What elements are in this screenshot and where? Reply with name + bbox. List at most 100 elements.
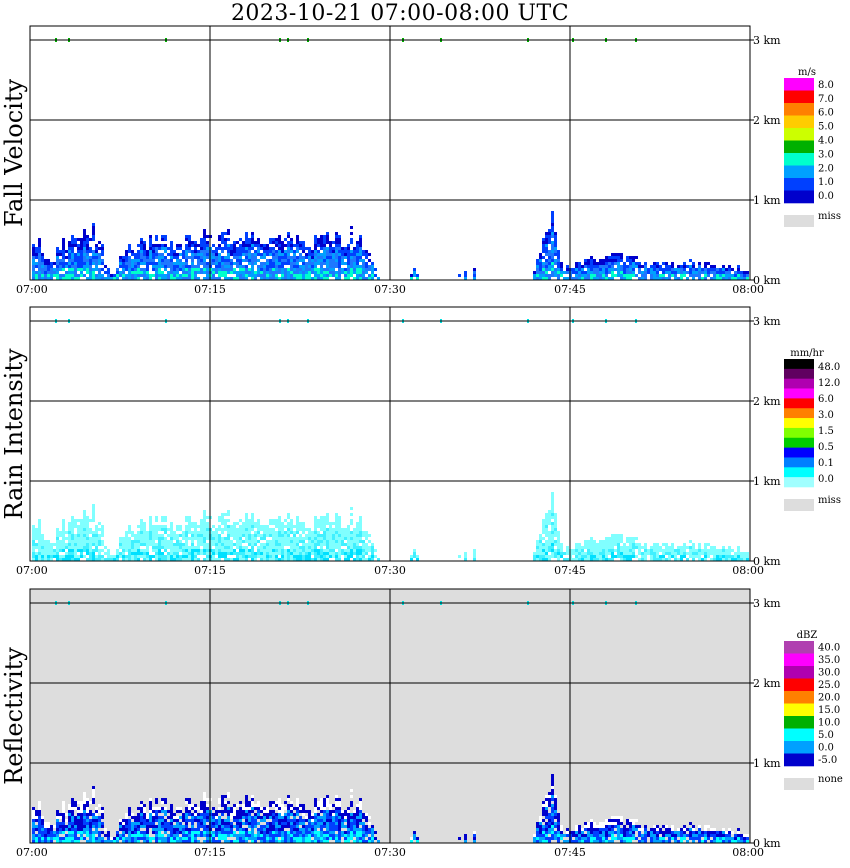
colorbar-swatch: [784, 153, 814, 166]
colorbar-unit: m/s: [798, 67, 816, 78]
colorbar-swatch: [784, 178, 814, 191]
plot-frame: [29, 588, 751, 844]
y-tick-label: 0 km: [753, 274, 781, 287]
colorbar-label: 7.0: [818, 94, 834, 105]
colorbar-unit: dBZ: [797, 630, 818, 641]
colorbar-swatch: [784, 368, 814, 379]
plot-frame: [29, 306, 751, 562]
colorbar-swatch: [784, 447, 814, 458]
x-tick-label: 07:45: [554, 564, 586, 577]
colorbar-swatch: [784, 90, 814, 104]
colorbar-swatch: [784, 388, 814, 399]
echo-field: [32, 774, 749, 843]
y-tick-label: 0 km: [753, 555, 781, 568]
colorbar-swatch: [784, 457, 814, 468]
colorbar: mm/hr 48.0 12.0 6.0 3.0 1.5 0.5 0.1 0.0 miss: [784, 348, 841, 511]
x-tick-label: 07:15: [194, 846, 226, 859]
y-axis-label: Fall Velocity: [0, 79, 28, 228]
colorbar-label: 0.5: [818, 442, 834, 453]
x-tick-label: 08:00: [732, 846, 764, 859]
colorbar-swatch: [784, 140, 814, 154]
echo-field: [32, 211, 749, 280]
x-tick-label: 07:15: [194, 283, 226, 296]
colorbar-swatch: [784, 115, 814, 129]
x-tick-label: 07:45: [554, 846, 586, 859]
y-tick-label: 1 km: [753, 475, 781, 488]
y-tick-label: 1 km: [753, 194, 781, 207]
y-tick-label: 3 km: [753, 597, 781, 610]
colorbar-swatch: [784, 408, 814, 419]
y-tick-label: 0 km: [753, 837, 781, 850]
panel-rain-intensity: 0 km 1 km 2 km 3 km 07:00 07:15 07:30 07:45 08:0…: [0, 306, 841, 577]
colorbar-label: 20.0: [818, 692, 840, 703]
x-tick-label: 07:30: [374, 846, 406, 859]
colorbar-swatch: [784, 78, 814, 91]
colorbar-miss-swatch: [784, 499, 814, 511]
colorbar-label: -5.0: [818, 755, 837, 766]
x-tick-label: 07:00: [16, 846, 48, 859]
colorbar-swatch: [784, 477, 814, 488]
y-axis-label: Rain Intensity: [0, 348, 28, 520]
colorbar-label: 30.0: [818, 667, 840, 678]
colorbar-label: 0.0: [818, 742, 834, 753]
colorbar-label: 2.0: [818, 163, 834, 174]
colorbar-swatch: [784, 741, 814, 754]
y-tick-label: 2 km: [753, 114, 781, 127]
colorbar-label: 6.0: [818, 394, 834, 405]
colorbar-swatch: [784, 103, 814, 116]
colorbar-miss-label: none: [818, 774, 843, 785]
colorbar-label: 0.0: [818, 474, 834, 485]
colorbar-label: 0.1: [818, 458, 834, 469]
colorbar-label: 5.0: [818, 730, 834, 741]
colorbar-label: 6.0: [818, 108, 834, 119]
panel-fall-velocity: 0 km 1 km 2 km 3 km 07:00 07:15 07:30 07:45 08:0…: [0, 25, 841, 296]
colorbar-swatch: [784, 467, 814, 478]
panel-reflectivity: 0 km 1 km 2 km 3 km 07:00 07:15 07:30 07:45 08:0…: [0, 588, 843, 859]
x-tick-label: 08:00: [732, 564, 764, 577]
x-tick-label: 07:00: [16, 283, 48, 296]
plot-frame: [29, 25, 751, 281]
colorbar-label: 1.5: [818, 426, 834, 437]
colorbar-label: 10.0: [818, 717, 840, 728]
colorbar-label: 35.0: [818, 655, 840, 666]
colorbar-swatch: [784, 728, 814, 742]
colorbar-swatch: [784, 716, 814, 729]
colorbar-swatch: [784, 359, 814, 370]
colorbar-swatch: [784, 165, 814, 179]
colorbar-label: 8.0: [818, 80, 834, 91]
colorbar-label: 3.0: [818, 149, 834, 160]
colorbar-label: 15.0: [818, 705, 840, 716]
colorbar-miss-swatch: [784, 215, 814, 227]
x-tick-label: 07:30: [374, 564, 406, 577]
colorbar-swatch: [784, 128, 814, 141]
colorbar-swatch: [784, 641, 814, 654]
y-tick-label: 1 km: [753, 757, 781, 770]
colorbar-label: 48.0: [818, 362, 840, 373]
colorbar-label: 1.0: [818, 177, 834, 188]
colorbar-swatch: [784, 753, 814, 767]
y-tick-label: 2 km: [753, 395, 781, 408]
colorbar-label: 4.0: [818, 136, 834, 147]
colorbar-miss-swatch: [784, 778, 814, 790]
y-axis-label: Reflectivity: [0, 647, 28, 785]
colorbar-miss-label: miss: [818, 495, 841, 506]
y-tick-label: 3 km: [753, 34, 781, 47]
x-tick-label: 07:15: [194, 564, 226, 577]
chart-title: 2023-10-21 07:00-08:00 UTC: [230, 1, 570, 26]
colorbar-swatch: [784, 418, 814, 429]
colorbar-swatch: [784, 398, 814, 409]
colorbar-label: 3.0: [818, 410, 834, 421]
colorbar: m/s8.0 7.0 6.0 5.0 4.0 3.0 2.0 1.0 0.0 miss: [784, 67, 841, 227]
colorbar-label: 40.0: [818, 642, 840, 653]
colorbar-swatch: [784, 678, 814, 692]
x-tick-label: 07:00: [16, 564, 48, 577]
x-tick-label: 07:45: [554, 283, 586, 296]
echo-field: [32, 492, 749, 561]
colorbar-swatch: [784, 691, 814, 704]
colorbar-label: 5.0: [818, 122, 834, 133]
colorbar-label: 25.0: [818, 680, 840, 691]
colorbar-swatch: [784, 703, 814, 717]
colorbar-swatch: [784, 378, 814, 389]
